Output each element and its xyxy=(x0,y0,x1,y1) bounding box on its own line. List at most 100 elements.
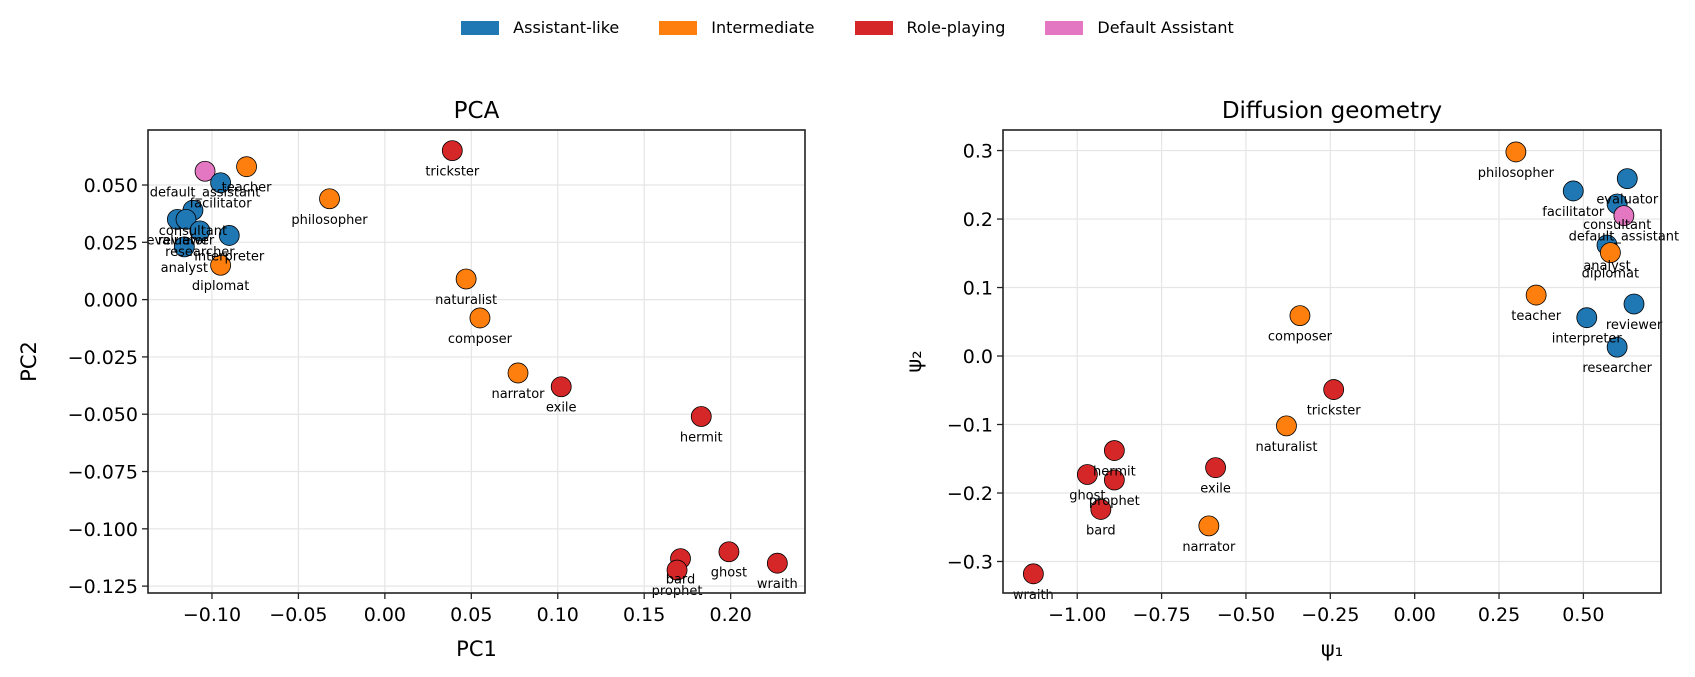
data-point-trickster xyxy=(441,140,463,162)
point-label: trickster xyxy=(425,165,480,180)
point-label: evaluator xyxy=(146,233,209,248)
point-label: evaluator xyxy=(1596,193,1659,208)
x-axis-title: ψ₁ xyxy=(1321,637,1343,661)
legend-swatch xyxy=(854,20,893,35)
legend-item-intermediate: Intermediate xyxy=(659,18,815,37)
data-point-ghost xyxy=(1076,464,1098,485)
y-axis-title: ψ₂ xyxy=(902,350,926,372)
x-tick-label: 0.15 xyxy=(623,604,665,626)
point-label: teacher xyxy=(222,181,272,196)
x-axis-title: PC1 xyxy=(456,637,497,661)
point-label: interpreter xyxy=(194,249,265,264)
legend-item-role-playing: Role-playing xyxy=(854,18,1006,37)
data-point-hermit xyxy=(1103,440,1125,461)
point-label: hermit xyxy=(680,431,723,446)
data-point-wraith xyxy=(1022,563,1044,585)
point-label: composer xyxy=(448,332,513,347)
data-point-philosopher xyxy=(319,188,340,210)
y-tick-label: −0.050 xyxy=(68,404,138,426)
point-label: consultant xyxy=(1583,218,1651,233)
point-label: exile xyxy=(1200,482,1231,497)
point-label: hermit xyxy=(1093,465,1136,480)
point-label: prophet xyxy=(1089,494,1140,509)
point-label: philosopher xyxy=(1478,166,1555,181)
data-point-evaluator xyxy=(1616,168,1638,190)
data-point-reviewer xyxy=(1623,293,1645,315)
data-point-facilitator xyxy=(210,172,232,194)
y-tick-label: 0.000 xyxy=(84,290,138,312)
y-tick-label: 0.025 xyxy=(84,232,138,254)
y-tick-label: 0.1 xyxy=(963,278,993,300)
legend-swatch xyxy=(461,20,500,35)
y-tick-label: −0.125 xyxy=(68,576,138,598)
x-tick-label: −0.25 xyxy=(1301,604,1359,626)
legend-label: Default Assistant xyxy=(1097,18,1234,37)
data-point-facilitator xyxy=(1562,180,1584,202)
point-label: narrator xyxy=(491,387,545,402)
data-point-reviewer xyxy=(175,208,197,230)
point-label: bard xyxy=(666,573,696,588)
data-point-hermit xyxy=(690,406,712,427)
point-label: interpreter xyxy=(1552,332,1623,347)
point-label: diplomat xyxy=(1582,267,1639,282)
data-point-bard xyxy=(1090,499,1112,520)
point-label: reviewer xyxy=(1606,318,1663,333)
point-label: facilitator xyxy=(1542,205,1605,220)
y-tick-label: −0.3 xyxy=(947,551,993,573)
point-label: wraith xyxy=(1013,588,1054,603)
point-label: default_assistant xyxy=(150,185,261,200)
point-label: researcher xyxy=(165,245,235,260)
y-tick-label: −0.1 xyxy=(947,415,993,437)
data-point-interpreter xyxy=(218,225,240,246)
pca-panel: trickster teacherdefault_assistantfacilit… xyxy=(17,98,806,661)
point-label: analyst xyxy=(161,261,208,276)
data-point-naturalist xyxy=(1276,415,1297,437)
data-point-philosopher xyxy=(1505,141,1527,163)
point-label: researcher xyxy=(1582,361,1652,376)
point-label: naturalist xyxy=(1255,440,1317,455)
legend-label: Role-playing xyxy=(906,18,1006,37)
data-point-default-assistant xyxy=(1613,205,1635,227)
data-point-analyst xyxy=(173,236,195,258)
plot-title: Diffusion geometry xyxy=(1222,98,1442,124)
data-point-composer xyxy=(469,307,491,329)
y-tick-label: −0.075 xyxy=(68,462,138,484)
point-label: naturalist xyxy=(435,293,497,308)
data-point-interpreter xyxy=(1576,307,1598,329)
legend-label: Assistant-like xyxy=(513,18,620,37)
data-point-diplomat xyxy=(1599,242,1621,263)
plot-frame xyxy=(1002,129,1662,594)
point-label: analyst xyxy=(1583,259,1630,274)
plot-title: PCA xyxy=(454,98,500,124)
data-point-researcher xyxy=(189,220,211,242)
x-tick-label: −0.10 xyxy=(183,604,241,626)
point-label: philosopher xyxy=(291,213,368,228)
legend: Assistant-like Intermediate Role-playing… xyxy=(0,18,1695,37)
point-label: ghost xyxy=(1069,489,1105,504)
point-label: facilitator xyxy=(190,197,253,212)
x-tick-label: 0.50 xyxy=(1562,604,1604,626)
data-point-exile xyxy=(550,376,572,398)
point-label: composer xyxy=(1268,330,1333,345)
data-point-diplomat xyxy=(210,254,232,276)
point-label: ghost xyxy=(711,566,747,581)
x-tick-label: −0.50 xyxy=(1217,604,1275,626)
data-point-prophet xyxy=(1103,469,1125,491)
y-tick-label: −0.100 xyxy=(68,519,138,541)
point-label: default_assistant xyxy=(1569,230,1680,245)
x-tick-label: 0.05 xyxy=(450,604,492,626)
y-axis-title: PC2 xyxy=(17,341,41,382)
data-point-teacher xyxy=(1525,284,1547,306)
data-point-wraith xyxy=(766,552,788,574)
legend-item-assistant-like: Assistant-like xyxy=(461,18,619,37)
x-tick-label: −0.05 xyxy=(269,604,327,626)
point-label: reviewer xyxy=(158,233,215,248)
diffusion-panel: philosopher evaluatorfacilitatorconsultan… xyxy=(902,98,1679,661)
x-tick-label: 0.20 xyxy=(709,604,751,626)
y-tick-label: 0.0 xyxy=(963,346,993,368)
data-point-narrator xyxy=(1198,515,1220,537)
data-point-exile xyxy=(1205,457,1226,479)
x-tick-label: 0.00 xyxy=(1394,604,1436,626)
x-tick-label: −1.00 xyxy=(1048,604,1106,626)
